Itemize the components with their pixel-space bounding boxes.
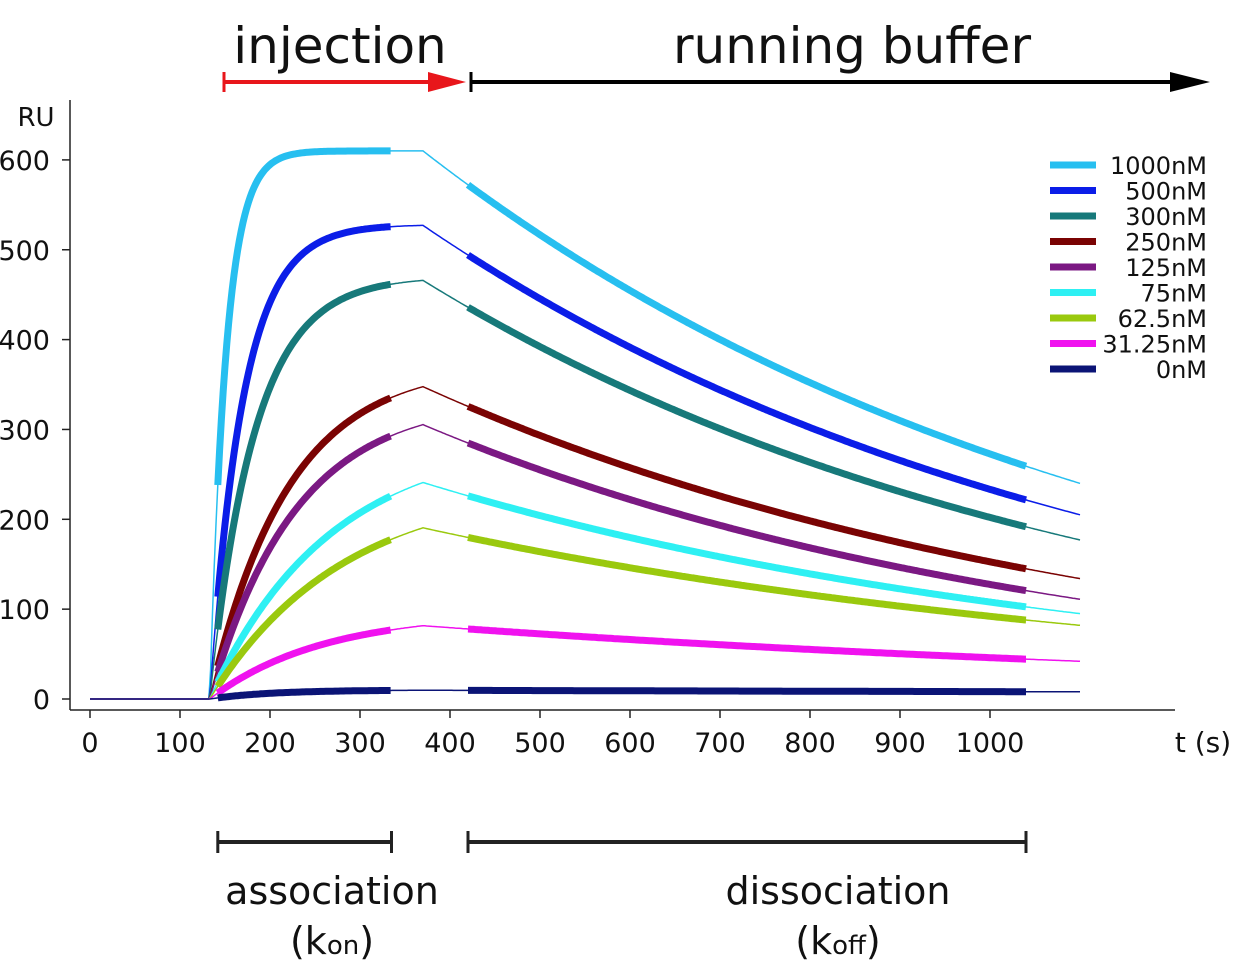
series-association-fit [214, 432, 392, 674]
x-tick-label: 200 [244, 728, 296, 759]
series-association-fit [215, 626, 392, 696]
series-62.5nM [90, 527, 1081, 700]
axes: RU t (s) 0 100 200 300 400 500 600 0 100 200 300 4… [0, 100, 1231, 759]
legend-label: 1000nM [1110, 152, 1207, 180]
x-tick-label: 400 [424, 728, 476, 759]
series-association-fit [214, 394, 393, 667]
y-tick-label: 0 [33, 685, 50, 716]
series-dissociation-fit [467, 533, 1027, 624]
series-dissociation-fit [466, 403, 1027, 573]
series-association-fit [214, 536, 392, 689]
x-tick-label: 600 [604, 728, 656, 759]
x-tick-label: 800 [784, 728, 836, 759]
koff-subscript: off [832, 931, 867, 961]
series-dissociation-fit [466, 439, 1027, 595]
y-tick-label: 300 [0, 415, 50, 446]
series-250nM [90, 385, 1081, 700]
series-0nM [90, 686, 1080, 702]
legend-label: 250nM [1125, 229, 1207, 257]
injection-arrow [222, 72, 466, 92]
x-tick-label: 300 [334, 728, 386, 759]
legend-label: 500nM [1125, 178, 1207, 206]
series-dissociation-fit [465, 182, 1028, 470]
x-tick-label: 900 [874, 728, 926, 759]
legend-label: 62.5nM [1118, 305, 1207, 333]
y-tick-label: 400 [0, 326, 50, 357]
y-tick-label: 500 [0, 236, 50, 267]
series-300nM [90, 279, 1081, 700]
legend-label: 125nM [1125, 254, 1207, 282]
series-association-fit [217, 687, 391, 702]
series-500nM [90, 223, 1081, 700]
legend-label: 0nM [1156, 356, 1207, 384]
kon-subscript: on [327, 931, 359, 961]
series-125nM [90, 423, 1081, 700]
series-31.25nM [90, 624, 1081, 700]
y-ticks: 0 100 200 300 400 500 600 [0, 146, 70, 716]
injection-label: injection [233, 17, 447, 75]
series-75nM [90, 481, 1081, 700]
legend-label: 31.25nM [1102, 331, 1207, 359]
koff-close: ) [866, 919, 881, 961]
kon-symbol: (k [290, 919, 327, 961]
series-1000nM [90, 147, 1081, 700]
series-dissociation-fit [466, 252, 1027, 504]
analysis-windows: association (kon) dissociation (koff) [216, 831, 1028, 961]
legend-label: 300nM [1125, 203, 1207, 231]
series-dissociation-fit [467, 492, 1027, 611]
y-tick-label: 200 [0, 505, 50, 536]
buffer-arrowhead [1170, 72, 1210, 92]
x-tick-label: 1000 [956, 728, 1025, 759]
series-layer [90, 147, 1081, 702]
x-tick-label: 700 [694, 728, 746, 759]
y-tick-label: 600 [0, 146, 50, 177]
phase-header: injection running buffer [222, 17, 1210, 92]
koff-symbol: (k [795, 919, 832, 961]
kon-label: (kon) [290, 919, 374, 961]
injection-arrowhead [428, 72, 466, 92]
y-axis-label: RU [17, 103, 54, 133]
dissociation-label: dissociation [725, 869, 950, 913]
series-dissociation-fit [466, 304, 1027, 531]
legend-label: 75nM [1141, 280, 1207, 308]
x-ticks: 0 100 200 300 400 500 600 700 800 900 1000 [81, 710, 1024, 759]
series-association-fit [214, 147, 391, 486]
legend: 1000nM500nM300nM250nM125nM75nM62.5nM31.2… [1050, 152, 1207, 384]
koff-label: (koff) [795, 919, 881, 961]
running-buffer-arrow [469, 72, 1210, 92]
series-trace [90, 224, 1081, 700]
x-axis-label: t (s) [1175, 726, 1231, 759]
x-tick-label: 0 [81, 728, 98, 759]
kon-close: ) [359, 919, 374, 961]
association-window-bar [216, 831, 393, 853]
series-association-fit [214, 492, 393, 684]
dissociation-window-bar [466, 831, 1028, 853]
running-buffer-label: running buffer [673, 17, 1031, 75]
series-association-fit [214, 280, 392, 630]
series-dissociation-fit [467, 625, 1026, 663]
x-tick-label: 500 [514, 728, 566, 759]
association-label: association [225, 869, 439, 913]
x-tick-label: 100 [154, 728, 206, 759]
series-association-fit [214, 223, 391, 598]
series-dissociation-fit [468, 686, 1026, 696]
y-tick-label: 100 [0, 595, 50, 626]
